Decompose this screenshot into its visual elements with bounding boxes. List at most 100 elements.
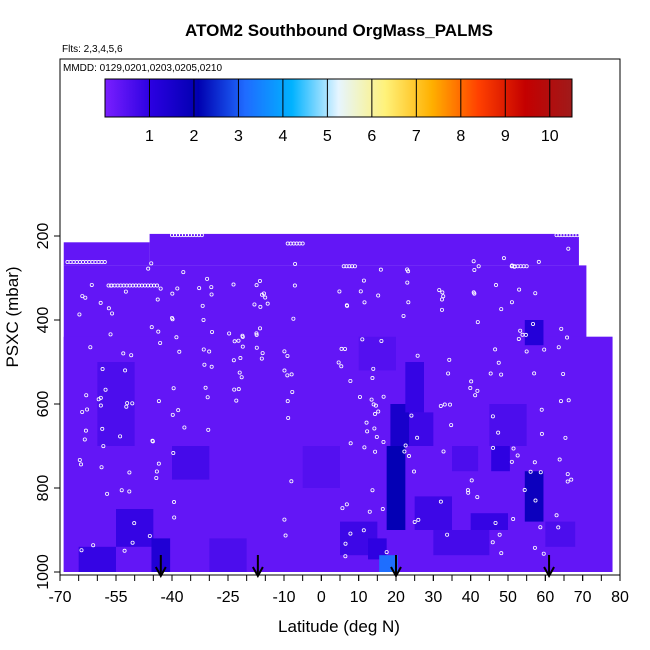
y-tick-label: 600 xyxy=(35,391,52,418)
sample-point xyxy=(370,488,375,493)
sample-point xyxy=(362,300,367,305)
sample-point xyxy=(509,459,514,464)
latitude-arrow-head xyxy=(154,566,167,579)
sample-point xyxy=(203,385,208,390)
sample-point xyxy=(83,295,88,300)
heatmap-cell xyxy=(433,530,490,556)
sample-point xyxy=(227,331,232,336)
sample-point xyxy=(340,506,345,511)
sample-point xyxy=(343,554,348,559)
sample-point xyxy=(491,445,496,450)
sample-point xyxy=(292,283,297,288)
sample-point xyxy=(205,395,210,400)
y-tick-label: 1000 xyxy=(35,554,52,590)
sample-point xyxy=(261,291,266,296)
sample-point xyxy=(239,375,244,380)
sample-point xyxy=(372,412,377,417)
sample-point xyxy=(197,286,202,291)
sample-point xyxy=(539,431,544,436)
sample-point xyxy=(240,344,245,349)
sample-point xyxy=(100,426,105,431)
sample-point xyxy=(207,349,212,354)
sample-point xyxy=(206,427,211,432)
heatmap-cell xyxy=(386,446,406,530)
sample-point xyxy=(373,449,378,454)
sample-point xyxy=(384,550,389,555)
sample-point xyxy=(147,533,152,538)
sample-point xyxy=(380,507,385,512)
sample-point xyxy=(475,495,480,500)
sample-point xyxy=(402,449,407,454)
sample-point xyxy=(290,389,295,394)
sample-point xyxy=(412,469,417,474)
sample-point xyxy=(409,413,414,418)
sample-point xyxy=(98,300,103,305)
sample-point xyxy=(254,345,259,350)
sample-point xyxy=(493,347,498,352)
sample-point xyxy=(490,540,495,545)
sample-point xyxy=(89,282,94,287)
sample-point xyxy=(466,490,471,495)
sample-point xyxy=(344,303,349,308)
sample-point xyxy=(156,329,161,334)
sample-point xyxy=(129,353,134,358)
sample-point xyxy=(438,403,443,408)
colorbar-tick-label: 1 xyxy=(145,128,154,145)
heatmap-cell xyxy=(452,446,479,472)
heatmap-cell xyxy=(414,496,452,530)
x-tick-label: 40 xyxy=(462,589,480,606)
sample-point xyxy=(156,461,161,466)
sample-point xyxy=(541,551,546,556)
sample-point xyxy=(465,488,470,493)
x-tick-label: 30 xyxy=(424,589,442,606)
sample-point xyxy=(257,278,262,283)
sample-point xyxy=(565,472,570,477)
sample-point xyxy=(236,387,241,392)
x-tick-label: 60 xyxy=(536,589,554,606)
x-tick-label: -70 xyxy=(48,589,71,606)
sample-point xyxy=(447,402,452,407)
sample-point xyxy=(438,499,443,504)
sample-point xyxy=(238,356,243,361)
sample-point xyxy=(172,515,177,520)
x-tick-label: 70 xyxy=(574,589,592,606)
sample-point xyxy=(518,328,523,333)
sample-point xyxy=(405,280,410,285)
sample-point xyxy=(528,469,533,474)
sample-point xyxy=(371,366,376,371)
colorbar-tick-label: 9 xyxy=(501,128,510,145)
sample-point xyxy=(231,282,236,287)
x-tick-label: 0 xyxy=(317,589,326,606)
heatmap-cell xyxy=(524,320,544,346)
heatmap-cell xyxy=(524,471,544,522)
heatmap-cell xyxy=(405,362,424,413)
colorbar-tick-label: 6 xyxy=(367,128,376,145)
chart-title: ATOM2 Southbound OrgMass_PALMS xyxy=(185,21,493,40)
sample-point xyxy=(158,340,163,345)
sample-point xyxy=(369,397,374,402)
sample-point xyxy=(201,347,206,352)
sample-point xyxy=(254,283,259,288)
sample-point xyxy=(370,376,375,381)
sample-point xyxy=(532,460,537,465)
sample-point xyxy=(406,300,411,305)
sample-point xyxy=(110,311,115,316)
sample-point xyxy=(171,386,176,391)
sample-point xyxy=(557,457,562,462)
sample-point xyxy=(499,307,504,312)
colorbar-gradient xyxy=(104,78,573,118)
sample-point xyxy=(254,332,259,337)
sample-point xyxy=(285,399,290,404)
sample-point xyxy=(79,548,84,553)
sample-point xyxy=(85,407,90,412)
sample-point xyxy=(558,399,563,404)
sample-point xyxy=(283,533,288,538)
heatmap-cell xyxy=(358,336,396,371)
sample-point xyxy=(441,449,446,454)
sample-point xyxy=(99,465,104,470)
sample-point xyxy=(531,321,536,326)
sample-point xyxy=(473,393,478,398)
colorbar-tick-label: 7 xyxy=(412,128,421,145)
heatmap-cell xyxy=(379,555,398,572)
